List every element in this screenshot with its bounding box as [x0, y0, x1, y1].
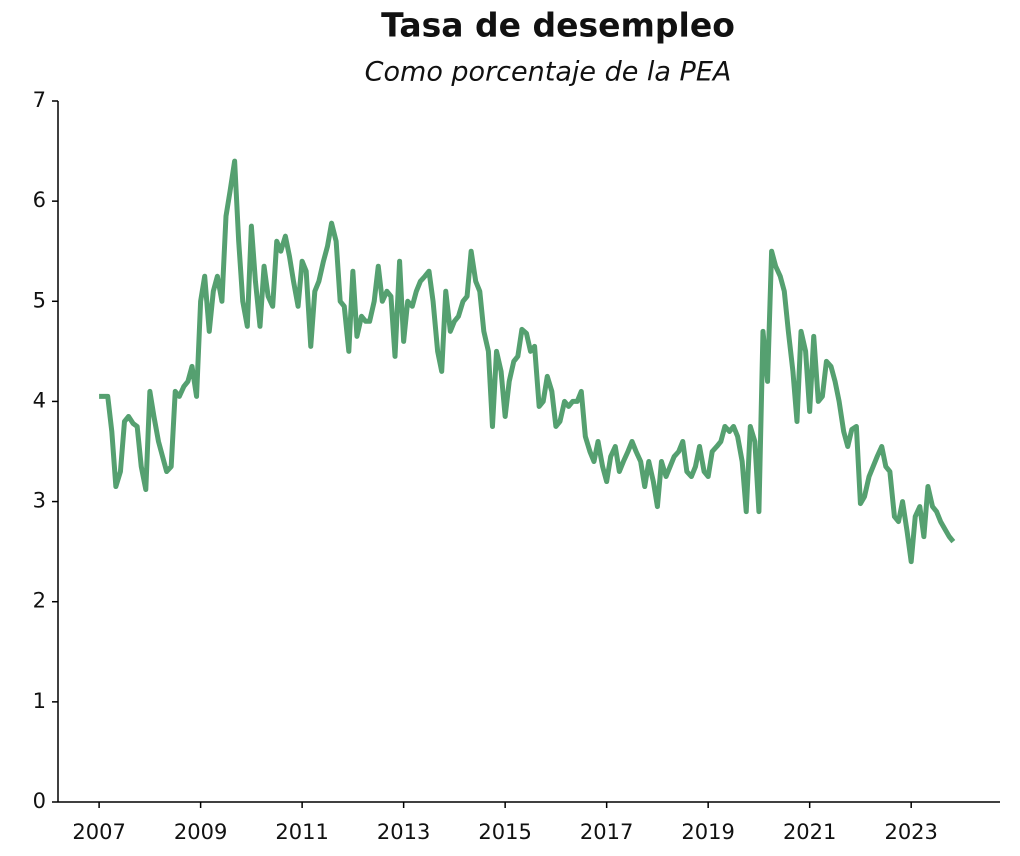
x-tick-label: 2021	[783, 820, 836, 844]
chart-title: Tasa de desempleo	[381, 6, 735, 45]
x-tick-label: 2009	[174, 820, 227, 844]
y-tick-label: 7	[33, 88, 46, 112]
y-tick-label: 6	[33, 188, 46, 212]
x-tick-label: 2011	[275, 820, 328, 844]
y-tick-label: 2	[33, 589, 46, 613]
chart-subtitle: Como porcentaje de la PEA	[365, 57, 732, 88]
x-tick-label: 2017	[580, 820, 633, 844]
x-tick-label: 2015	[478, 820, 531, 844]
y-tick-label: 3	[33, 489, 46, 513]
y-tick-label: 1	[33, 689, 46, 713]
x-tick-label: 2019	[681, 820, 734, 844]
y-tick-label: 0	[33, 789, 46, 813]
y-tick-label: 4	[33, 388, 46, 412]
y-tick-label: 5	[33, 288, 46, 312]
x-tick-label: 2023	[884, 820, 937, 844]
x-tick-label: 2007	[72, 820, 125, 844]
data-line	[99, 158, 956, 565]
x-tick-label: 2013	[377, 820, 430, 844]
